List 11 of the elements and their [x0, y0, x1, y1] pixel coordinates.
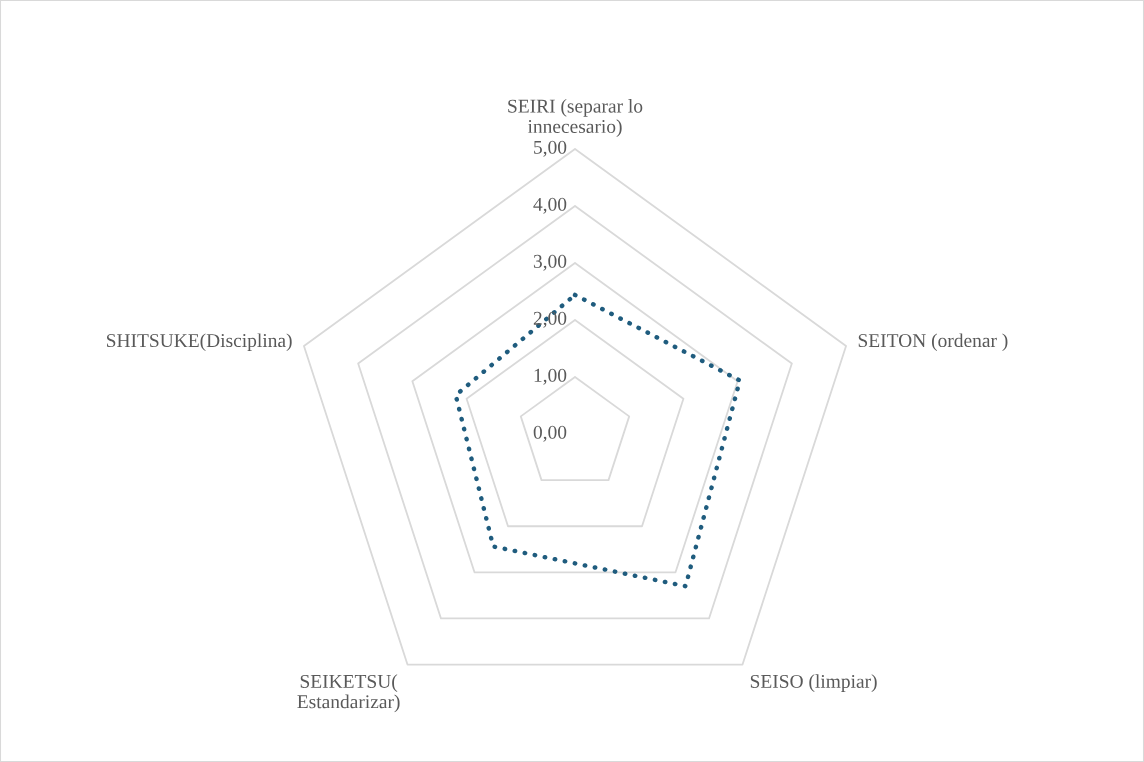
y-tick-label: 0,00: [533, 425, 567, 442]
y-tick-label: 3,00: [533, 254, 567, 271]
spoke-label: SEISO (limpiar): [750, 674, 877, 692]
y-tick-label: 1,00: [534, 368, 567, 385]
y-tick-label: 5,00: [534, 140, 567, 157]
spoke-label: SEIRI (separar lo innecesario): [508, 99, 643, 137]
y-tick-label: 4,00: [533, 197, 567, 214]
spoke-label: SEITON (ordenar ): [858, 333, 1008, 352]
y-tick-label: 2,00: [533, 311, 567, 328]
spoke-label: SEIKETSU( Estandarizar): [297, 674, 400, 713]
spoke-label: SHITSUKE(Disciplina): [106, 333, 292, 352]
